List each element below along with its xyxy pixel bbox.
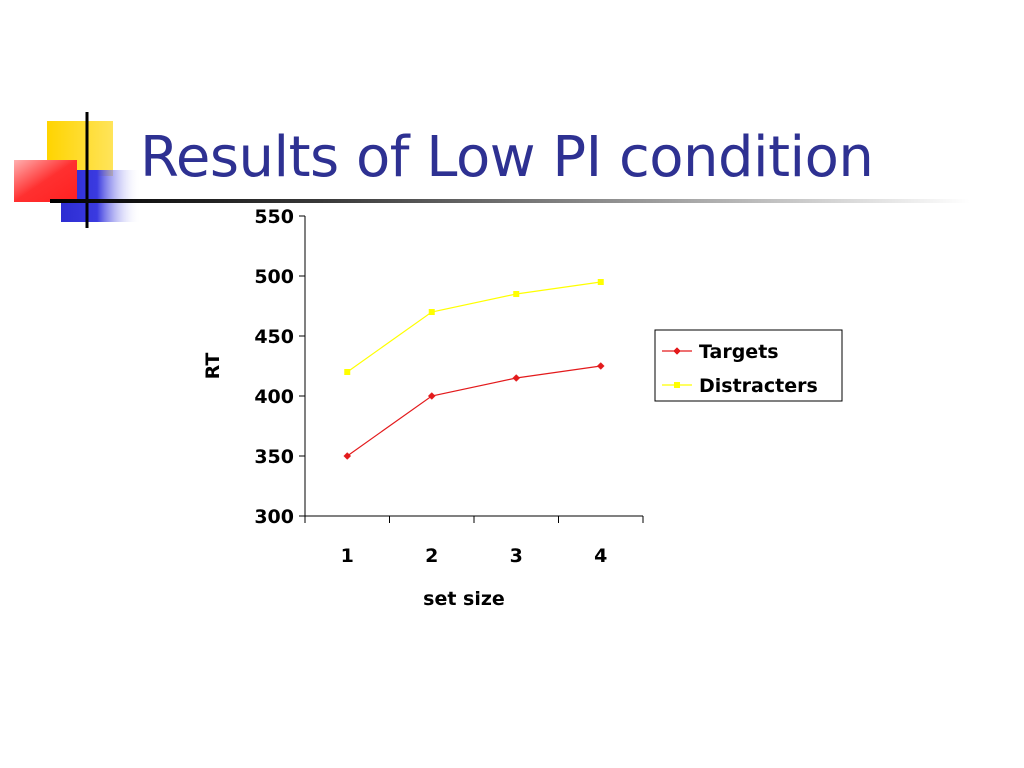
- legend-marker-distracters: [674, 382, 680, 388]
- data-point-distracters: [597, 279, 604, 285]
- data-point-distracters: [513, 291, 520, 297]
- slide-title: Results of Low PI condition: [140, 125, 874, 190]
- x-tick-label: 4: [594, 545, 607, 567]
- legend-marker-targets: [673, 347, 681, 355]
- x-tick-label: 1: [341, 545, 354, 567]
- data-point-targets: [427, 392, 436, 400]
- decor-red-square: [14, 160, 77, 202]
- title-underline: [50, 199, 970, 203]
- y-tick-label: 550: [254, 206, 294, 228]
- data-point-targets: [512, 374, 521, 382]
- series-line-distracters: [346, 281, 601, 373]
- legend-box: [654, 329, 843, 402]
- series-line-targets: [346, 365, 601, 457]
- y-tick-label: 300: [254, 506, 294, 528]
- y-tick-label: 500: [254, 266, 294, 288]
- legend-label-targets: Targets: [699, 341, 779, 363]
- corner-decoration: [14, 112, 141, 228]
- y-tick-label: 350: [254, 446, 294, 468]
- chart-legend: Targets Distracters: [654, 329, 843, 402]
- plot-area: 300 350 400 450 500 550 1 2 3 4 set size RT: [202, 206, 644, 610]
- x-tick-label: 3: [510, 545, 523, 567]
- y-tick-label: 400: [254, 386, 294, 408]
- x-axis-title: set size: [423, 588, 505, 610]
- data-point-targets: [343, 452, 352, 460]
- legend-label-distracters: Distracters: [699, 375, 818, 397]
- y-axis-title: RT: [202, 353, 224, 380]
- y-tick-label: 450: [254, 326, 294, 348]
- data-point-distracters: [428, 309, 435, 315]
- data-point-distracters: [344, 369, 351, 375]
- data-point-targets: [596, 362, 605, 370]
- x-tick-label: 2: [425, 545, 438, 567]
